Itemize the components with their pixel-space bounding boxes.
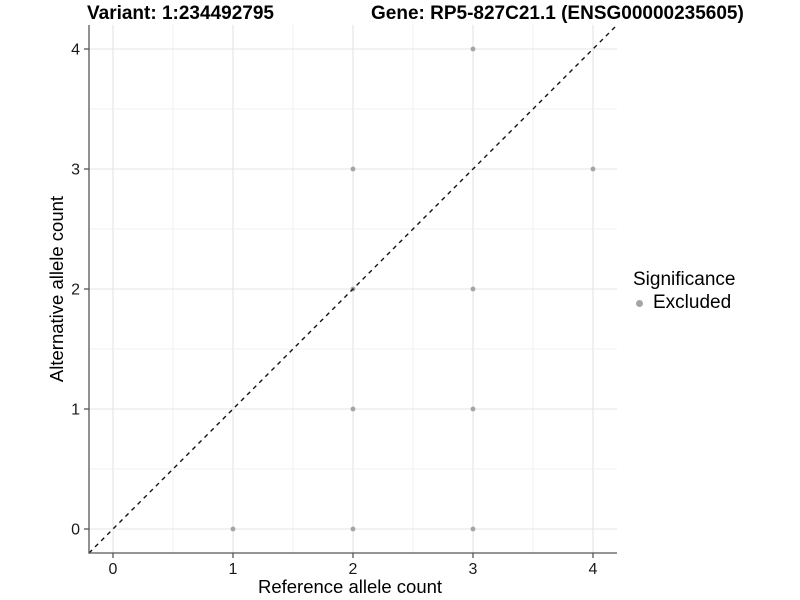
data-point <box>350 166 356 172</box>
data-point <box>350 406 356 412</box>
legend: Significance Excluded <box>631 269 735 314</box>
x-axis-title: Reference allele count <box>257 576 443 597</box>
data-point <box>590 166 596 172</box>
data-point <box>470 286 476 292</box>
y-tick-label: 2 <box>71 282 80 299</box>
x-tick-label: 1 <box>229 561 238 578</box>
y-tick-label: 4 <box>71 42 80 59</box>
legend-point-icon <box>635 299 643 307</box>
x-tick-label: 0 <box>109 561 118 578</box>
x-tick-label: 2 <box>349 561 358 578</box>
plot-title-variant: Variant: 1:234492795 <box>87 3 274 24</box>
data-point <box>470 406 476 412</box>
x-tick-label: 3 <box>469 561 478 578</box>
y-tick-label: 3 <box>71 162 80 179</box>
identity-line <box>88 24 618 554</box>
y-tick-label: 1 <box>71 402 80 419</box>
data-point <box>470 46 476 52</box>
plot-title-gene: Gene: RP5-827C21.1 (ENSG00000235605) <box>371 3 744 24</box>
data-point <box>350 526 356 532</box>
legend-title: Significance <box>633 269 736 290</box>
data-point <box>230 526 236 532</box>
x-tick-label: 4 <box>589 561 598 578</box>
data-point <box>470 526 476 532</box>
legend-key <box>631 295 647 311</box>
legend-item-label: Excluded <box>653 292 732 313</box>
y-tick-label: 0 <box>71 522 80 539</box>
y-axis-title: Alternative allele count <box>46 195 67 383</box>
legend-item-excluded: Excluded <box>631 292 735 314</box>
